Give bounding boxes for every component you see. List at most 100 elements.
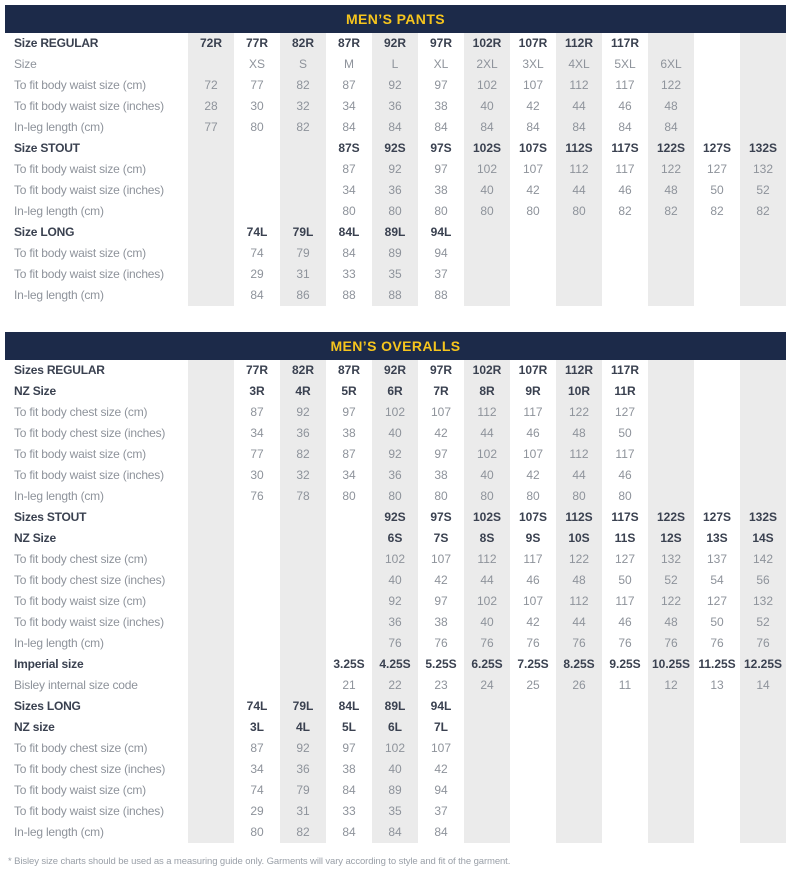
size-cell: 77 (250, 447, 264, 461)
size-cell (740, 780, 786, 801)
size-cell (464, 243, 510, 264)
size-cell: 80 (434, 489, 448, 503)
size-cell (740, 465, 786, 486)
size-cell (188, 402, 234, 423)
size-cell (740, 738, 786, 759)
size-cell: 29 (250, 804, 264, 818)
size-cell (648, 486, 694, 507)
size-cell (694, 801, 740, 822)
size-cell: 56 (740, 570, 786, 591)
section-gap (5, 306, 795, 332)
size-cell: 42 (434, 762, 448, 776)
size-cell: 82 (618, 204, 632, 218)
table-row: To fit body waist size (inches) 34 36 38 40 4… (5, 180, 786, 201)
size-cell: 82 (740, 201, 786, 222)
size-cell (280, 138, 326, 159)
size-cell: 122 (648, 591, 694, 612)
size-cell: 10.25S (648, 654, 694, 675)
size-cell: 4L (280, 717, 326, 738)
size-cell (188, 591, 234, 612)
size-cell: 12S (648, 528, 694, 549)
size-cell: 80 (342, 489, 356, 503)
row-label: To fit body waist size (cm) (14, 78, 146, 92)
row-label: To fit body waist size (inches) (14, 267, 164, 281)
row-label: To fit body waist size (inches) (14, 804, 164, 818)
size-cell (188, 780, 234, 801)
size-cell: 80 (372, 201, 418, 222)
size-cell (464, 738, 510, 759)
size-cell: 142 (740, 549, 786, 570)
size-cell (326, 591, 372, 612)
size-cell: 84 (342, 120, 356, 134)
size-cell: 50 (710, 183, 724, 197)
size-cell: 80 (526, 489, 540, 503)
size-cell: 77 (250, 78, 264, 92)
size-cell (602, 801, 648, 822)
size-cell: 13 (710, 678, 724, 692)
size-cell (188, 654, 234, 675)
size-cell: 5XL (614, 57, 636, 71)
size-cell: L (372, 54, 418, 75)
size-cell (694, 360, 740, 381)
size-cell (510, 285, 556, 306)
size-cell (694, 33, 740, 54)
size-cell: 54 (710, 573, 724, 587)
size-cell: 44 (556, 96, 602, 117)
size-cell (280, 654, 326, 675)
row-label: Sizes STOUT (14, 510, 87, 524)
table-row: In-leg length (cm) 76 78 80 80 80 80 80 80 80 (5, 486, 786, 507)
size-cell (740, 264, 786, 285)
size-cell: 80 (342, 204, 356, 218)
size-cell: 92 (372, 75, 418, 96)
size-cell (188, 612, 234, 633)
size-cell: 132 (740, 591, 786, 612)
size-cell: 48 (648, 180, 694, 201)
size-cell (510, 822, 556, 843)
size-cell: 36 (372, 612, 418, 633)
size-cell: 40 (372, 423, 418, 444)
size-cell (648, 801, 694, 822)
size-cell (694, 54, 740, 75)
size-cell: 7R (433, 384, 449, 398)
size-cell: 117 (615, 447, 635, 461)
size-cell (694, 738, 740, 759)
size-cell: 9S (525, 531, 541, 545)
size-cell: 107 (522, 447, 544, 461)
size-cell: 102 (372, 549, 418, 570)
size-cell: 102R (464, 360, 510, 381)
row-label: To fit body chest size (cm) (14, 405, 148, 419)
size-cell: 112R (556, 33, 602, 54)
size-cell (556, 759, 602, 780)
size-cell: 84 (342, 825, 356, 839)
size-cell (280, 591, 326, 612)
size-cell (694, 759, 740, 780)
size-cell: 82 (280, 822, 326, 843)
size-cell: 132 (740, 159, 786, 180)
size-cell (694, 381, 740, 402)
size-cell: 8R (464, 381, 510, 402)
size-cell: 48 (648, 96, 694, 117)
row-label: To fit body waist size (cm) (14, 783, 146, 797)
row-label: In-leg length (cm) (14, 204, 104, 218)
size-cell: 26 (556, 675, 602, 696)
size-cell (648, 780, 694, 801)
size-cell (694, 486, 740, 507)
size-cell: 52 (648, 570, 694, 591)
size-cell: 3.25S (333, 657, 365, 671)
size-cell (188, 264, 234, 285)
size-cell (280, 612, 326, 633)
size-cell: 82 (280, 75, 326, 96)
pants-size-table: Size REGULAR 72R 77R 82R 87R 92R 97R 102R 107R 11… (5, 33, 786, 306)
size-cell: 97S (430, 510, 452, 524)
size-cell (280, 507, 326, 528)
size-cell (740, 360, 786, 381)
size-cell: 84 (648, 117, 694, 138)
size-cell (326, 570, 372, 591)
size-cell (234, 633, 280, 654)
size-cell: 9.25S (609, 657, 641, 671)
size-cell: 87R (337, 36, 360, 50)
size-cell (464, 780, 510, 801)
size-cell: 92R (372, 33, 418, 54)
size-cell (234, 201, 280, 222)
